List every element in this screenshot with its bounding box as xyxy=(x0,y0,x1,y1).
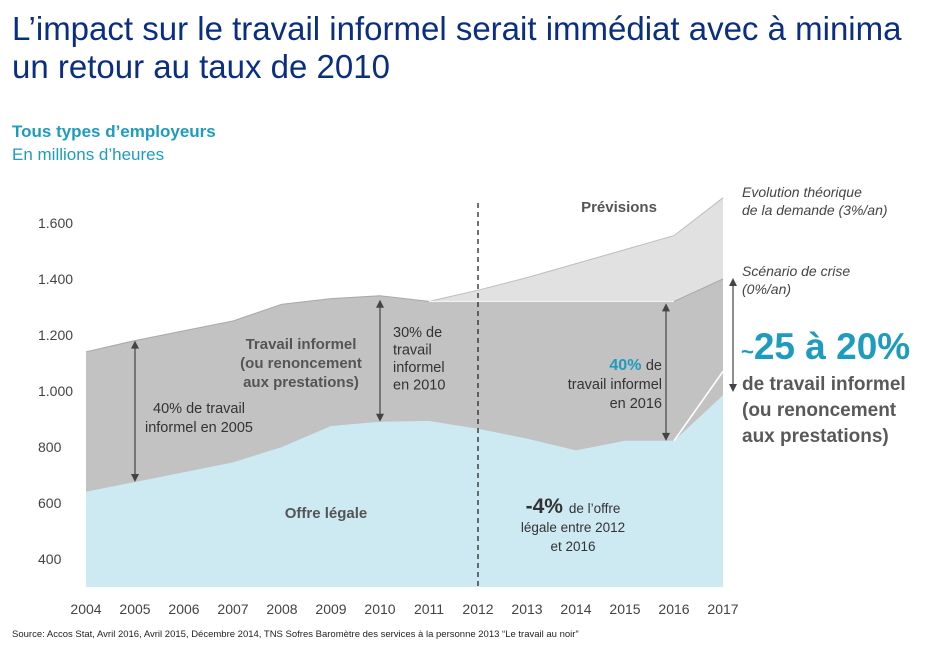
x-tick-label: 2013 xyxy=(511,601,542,617)
offre-change-line-1: -4% de l’offre xyxy=(526,495,621,518)
arrow-2005-head-top xyxy=(131,340,139,349)
demand-outline xyxy=(428,197,724,302)
y-tick-label: 1.600 xyxy=(38,215,73,231)
callout-text-line-2: (ou renoncement xyxy=(742,400,897,421)
x-tick-label: 2014 xyxy=(560,601,591,617)
crisis-legal-line xyxy=(673,370,724,442)
pct-2016-value: 40% xyxy=(609,357,645,374)
demand-area xyxy=(429,197,723,302)
x-tick-label: 2006 xyxy=(168,601,199,617)
arrow-2010-head-top xyxy=(376,299,384,308)
x-tick-label: 2008 xyxy=(266,601,297,617)
pct-2016-de: de xyxy=(646,358,662,374)
legal-area xyxy=(86,395,723,587)
pct-2010-label: informel xyxy=(393,360,445,376)
offre-legale-label: Offre légale xyxy=(285,505,368,522)
pct-2010-label: en 2010 xyxy=(393,378,445,394)
arrow-range-head-top xyxy=(729,278,737,286)
crisis-scenario-line-2: (0%/an) xyxy=(742,281,792,297)
travail-informel-label: Travail informel xyxy=(246,336,357,353)
y-tick-label: 1.400 xyxy=(38,271,73,287)
source-note: Source: Accos Stat, Avril 2016, Avril 20… xyxy=(12,629,579,640)
chart-unit: En millions d’heures xyxy=(12,145,165,164)
x-tick-label: 2012 xyxy=(462,601,493,617)
callout-range: 25 à 20% xyxy=(753,326,911,367)
offre-change-value: -4% xyxy=(526,495,569,518)
pct-2010-label: travail xyxy=(393,343,432,359)
travail-informel-label: aux prestations) xyxy=(243,374,359,391)
callout-tilde: ~ xyxy=(741,339,754,364)
arrow-2005-head-bottom xyxy=(131,474,139,482)
demand-evolution-line-1: Evolution théorique xyxy=(742,184,862,200)
demand-evolution-label: Evolution théorique de la demande (3%/an… xyxy=(742,183,888,219)
crisis-scenario-line-1: Scénario de crise xyxy=(742,263,851,279)
arrow-2016-head-top xyxy=(662,303,670,312)
y-tick-label: 400 xyxy=(38,551,62,567)
pct-2016-line-3: en 2016 xyxy=(610,396,662,412)
informal-range-callout: ~25 à 20% xyxy=(741,326,910,368)
pct-2005-label: 40% de travail xyxy=(153,401,245,417)
y-tick-label: 1.200 xyxy=(38,327,73,343)
chart-subtitle: Tous types d’employeurs xyxy=(12,122,216,141)
x-tick-label: 2017 xyxy=(707,601,738,617)
x-tick-label: 2010 xyxy=(364,601,395,617)
arrow-range-head-bottom xyxy=(729,384,737,392)
x-tick-label: 2009 xyxy=(315,601,346,617)
page-title: L’impact sur le travail informel serait … xyxy=(12,10,902,85)
y-tick-label: 600 xyxy=(38,495,62,511)
y-tick-label: 1.000 xyxy=(38,383,73,399)
arrow-2016-head-bottom xyxy=(662,432,670,441)
pct-2010-label: 30% de xyxy=(393,325,442,341)
y-tick-label: 800 xyxy=(38,439,62,455)
x-tick-label: 2015 xyxy=(609,601,640,617)
crisis-scenario-label: Scénario de crise (0%/an) xyxy=(742,262,850,298)
callout-text-line-3: aux prestations) xyxy=(742,426,889,447)
callout-text-line-1: de travail informel xyxy=(742,374,906,395)
x-tick-label: 2011 xyxy=(414,601,444,617)
previsions-label: Prévisions xyxy=(581,199,657,216)
x-tick-label: 2007 xyxy=(217,601,248,617)
offre-change-line-2: légale entre 2012 xyxy=(521,520,625,535)
demand-evolution-line-2: de la demande (3%/an) xyxy=(742,202,888,218)
pct-2016-line-2: travail informel xyxy=(568,377,662,393)
x-tick-label: 2005 xyxy=(119,601,150,617)
offre-change-line-3: et 2016 xyxy=(550,539,595,554)
offre-change-de: de l’offre xyxy=(569,501,621,516)
x-tick-label: 2016 xyxy=(658,601,689,617)
x-tick-label: 2004 xyxy=(70,601,101,617)
pct-2016-line-1: 40% de xyxy=(609,357,662,374)
travail-informel-label: (ou renoncement xyxy=(240,355,362,372)
informal-range-text: de travail informel (ou renoncement aux … xyxy=(742,372,906,450)
arrow-2010-head-bottom xyxy=(376,413,384,422)
pct-2005-label: informel en 2005 xyxy=(145,420,253,436)
